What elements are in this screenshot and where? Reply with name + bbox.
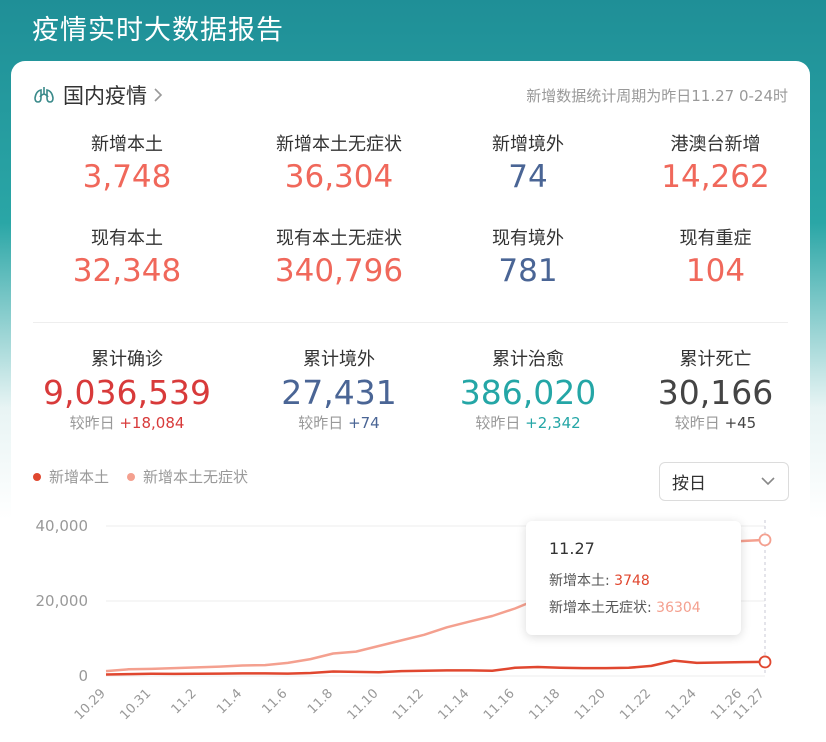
legend-dot [33,472,41,481]
compare-label: 较昨日 [475,414,521,432]
legend-label: 新增本土无症状 [143,468,249,486]
stat-current-severe: 现有重症 104 [621,227,810,291]
period-select[interactable]: 按日 [659,462,789,501]
tooltip-date: 11.27 [549,539,595,558]
tooltip-value: 3748 [614,573,650,589]
x-tick-label: 11.2 [169,686,200,717]
tooltip-value: 36304 [656,600,701,616]
compare-label: 较昨日 [298,414,344,432]
stats-row-current: 现有本土 32,348 现有本土无症状 340,796 现有境外 781 现有重… [11,227,810,291]
legend-dot [127,472,136,481]
stat-label: 新增本土 [91,134,163,155]
section-header[interactable]: 国内疫情 新增数据统计周期为昨日11.27 0-24时 [33,81,788,109]
point-local-last [758,655,772,669]
compare-value: +18,084 [119,414,185,432]
stat-label: 现有重症 [679,228,752,249]
compare-value: +74 [348,414,380,432]
stat-value: 104 [685,253,746,289]
stat-compare: 较昨日 +74 [243,414,435,432]
stat-new-local: 新增本土 3,748 [11,133,243,197]
tooltip-label: 新增本土: [549,573,615,589]
legend-label: 新增本土 [49,468,110,486]
stat-label: 新增境外 [492,134,564,155]
stat-compare: 较昨日 +45 [621,414,810,432]
stat-value: 9,036,539 [43,373,211,412]
tooltip-line-asymptomatic: 新增本土无症状: 36304 [549,595,741,622]
x-tick-label: 11.20 [572,686,609,723]
stat-current-local: 现有本土 32,348 [11,227,243,291]
stat-new-imported: 新增境外 74 [435,133,621,197]
stat-current-imported: 现有境外 781 [435,227,621,291]
stat-value: 32,348 [72,253,182,289]
stat-value: 36,304 [284,159,394,195]
stat-value: 27,431 [281,373,397,412]
stat-label: 现有境外 [492,228,564,249]
x-tick-label: 11.6 [260,686,291,717]
page-title: 疫情实时大数据报告 [32,15,284,46]
stat-value: 386,020 [459,373,597,412]
stat-compare: 较昨日 +18,084 [11,414,243,432]
stat-total-deaths: 累计死亡 30,166 较昨日 +45 [621,348,810,432]
stat-value: 30,166 [657,373,774,412]
series-line-local [105,659,766,676]
tooltip-label: 新增本土无症状: [549,600,657,616]
x-tick-label: 10.29 [72,686,109,723]
compare-label: 较昨日 [69,414,115,432]
stat-label: 累计治愈 [492,349,564,370]
point-asymptomatic-last [758,533,772,547]
stat-total-confirmed: 累计确诊 9,036,539 较昨日 +18,084 [11,348,243,432]
stat-value: 781 [498,253,558,289]
divider [33,322,788,323]
chevron-down-icon [761,477,775,486]
x-tick-label: 11.18 [526,686,563,723]
period-select-value: 按日 [672,474,706,494]
stat-label: 累计境外 [303,349,375,370]
x-tick-label: 11.22 [617,686,654,723]
lung-icon [34,87,54,103]
stat-label: 现有本土无症状 [276,228,402,249]
stat-value: 74 [508,159,548,195]
compare-value: +45 [724,414,757,432]
x-tick-label: 11.16 [481,686,518,723]
stat-value: 340,796 [274,253,404,289]
stat-current-asymptomatic: 现有本土无症状 340,796 [243,227,435,291]
y-tick-label: 40,000 [36,517,89,535]
stat-label: 现有本土 [91,228,163,249]
section-title: 国内疫情 [63,84,147,108]
stat-value: 14,262 [661,159,770,195]
x-tick-label: 11.24 [663,686,700,723]
stat-label: 累计确诊 [91,349,163,370]
legend-item-asymptomatic[interactable]: 新增本土无症状 [127,466,248,487]
stat-label: 港澳台新增 [670,134,761,155]
tooltip-line-local: 新增本土: 3748 [549,568,741,595]
y-tick-label: 0 [78,667,88,685]
stat-label: 新增本土无症状 [276,134,402,155]
stat-compare: 较昨日 +2,342 [435,414,621,432]
stat-label: 累计死亡 [679,349,752,370]
x-tick-label: 11.12 [390,686,427,723]
period-note: 新增数据统计周期为昨日11.27 0-24时 [526,86,788,105]
stat-total-imported: 累计境外 27,431 较昨日 +74 [243,348,435,432]
x-tick-label: 11.4 [214,686,245,717]
y-tick-label: 20,000 [36,592,89,610]
x-tick-label: 11.8 [305,686,336,717]
chart-legend: 新增本土 新增本土无症状 [33,466,266,487]
x-tick-label: 10.31 [117,686,154,723]
x-tick-label: 11.10 [345,686,382,723]
compare-label: 较昨日 [674,414,720,432]
compare-value: +2,342 [525,414,581,432]
x-tick-label: 11.14 [435,686,472,723]
legend-item-local[interactable]: 新增本土 [33,466,109,487]
stat-new-hmt: 港澳台新增 14,262 [621,133,810,197]
chevron-right-icon [154,88,163,102]
chart-tooltip: 11.27 新增本土: 3748 新增本土无症状: 36304 [526,521,741,635]
stat-value: 3,748 [82,159,172,195]
stats-row-cumulative: 累计确诊 9,036,539 较昨日 +18,084 累计境外 27,431 较… [11,348,810,432]
stat-new-asymptomatic: 新增本土无症状 36,304 [243,133,435,197]
stats-row-new: 新增本土 3,748 新增本土无症状 36,304 新增境外 74 港澳台新增 … [11,133,810,197]
stat-total-cured: 累计治愈 386,020 较昨日 +2,342 [435,348,621,432]
